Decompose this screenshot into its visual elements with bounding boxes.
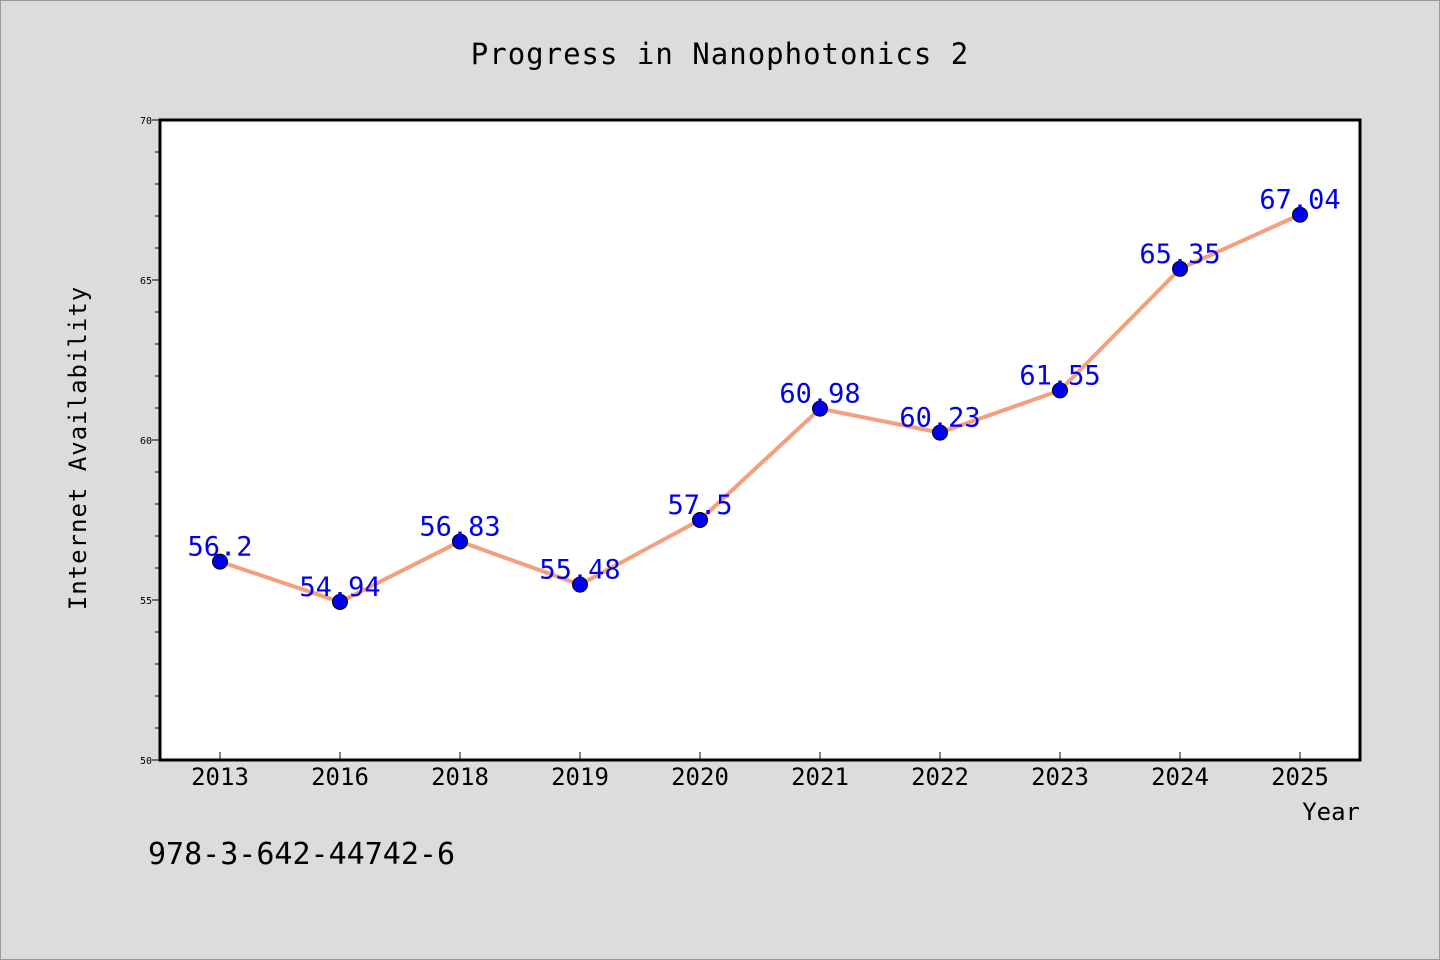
data-label: 56.2 (187, 532, 252, 563)
data-point (932, 424, 948, 441)
data-point (1292, 206, 1308, 223)
x-tick-label: 2023 (1031, 763, 1089, 791)
data-point (812, 400, 828, 417)
x-tick-label: 2024 (1151, 763, 1209, 791)
chart-title: Progress in Nanophotonics 2 (471, 37, 969, 71)
data-point (572, 576, 588, 593)
data-point (1172, 260, 1188, 277)
y-tick-label: 60 (140, 436, 152, 447)
x-tick-label: 2022 (911, 763, 969, 791)
data-label: 60.23 (899, 403, 980, 434)
plot-area (158, 118, 1362, 762)
data-label: 67.04 (1259, 185, 1340, 216)
data-label: 60.98 (779, 379, 860, 410)
data-label: 56.83 (419, 511, 500, 542)
data-point (212, 553, 228, 570)
y-axis-label: Internet Availability (64, 286, 92, 610)
x-axis-ticks: 2013 2016 2018 2019 2020 2021 2022 2023 2024 2025 (191, 752, 1329, 791)
y-tick-label: 70 (140, 116, 152, 127)
y-tick-label: 50 (140, 756, 152, 767)
data-label: 61.55 (1019, 360, 1100, 391)
x-axis-label: Year (1302, 798, 1360, 826)
x-tick-label: 2016 (311, 763, 369, 791)
isbn-annotation: 978-3-642-44742-6 (148, 837, 455, 872)
data-label: 57.5 (667, 490, 732, 521)
x-tick-label: 2013 (191, 763, 249, 791)
series-layer: 56.2 54.94 56.83 55.48 57.5 60.98 60.23 61.55 65… (187, 185, 1341, 610)
x-tick-label: 2018 (431, 763, 489, 791)
data-label: 55.48 (539, 555, 620, 586)
x-tick-label: 2020 (671, 763, 729, 791)
x-tick-label: 2025 (1271, 763, 1329, 791)
y-tick-label: 55 (140, 596, 152, 607)
data-point (692, 512, 708, 528)
data-label: 54.94 (299, 572, 380, 603)
series-line (218, 212, 1302, 604)
x-tick-label: 2021 (791, 763, 849, 791)
y-tick-label: 65 (140, 276, 152, 287)
data-point (332, 593, 348, 610)
data-label: 65.35 (1139, 239, 1220, 270)
y-axis-ticks: 50 55 60 65 70 (140, 116, 160, 767)
data-point (452, 533, 468, 550)
x-tick-label: 2019 (551, 763, 609, 791)
data-point (1052, 382, 1068, 399)
